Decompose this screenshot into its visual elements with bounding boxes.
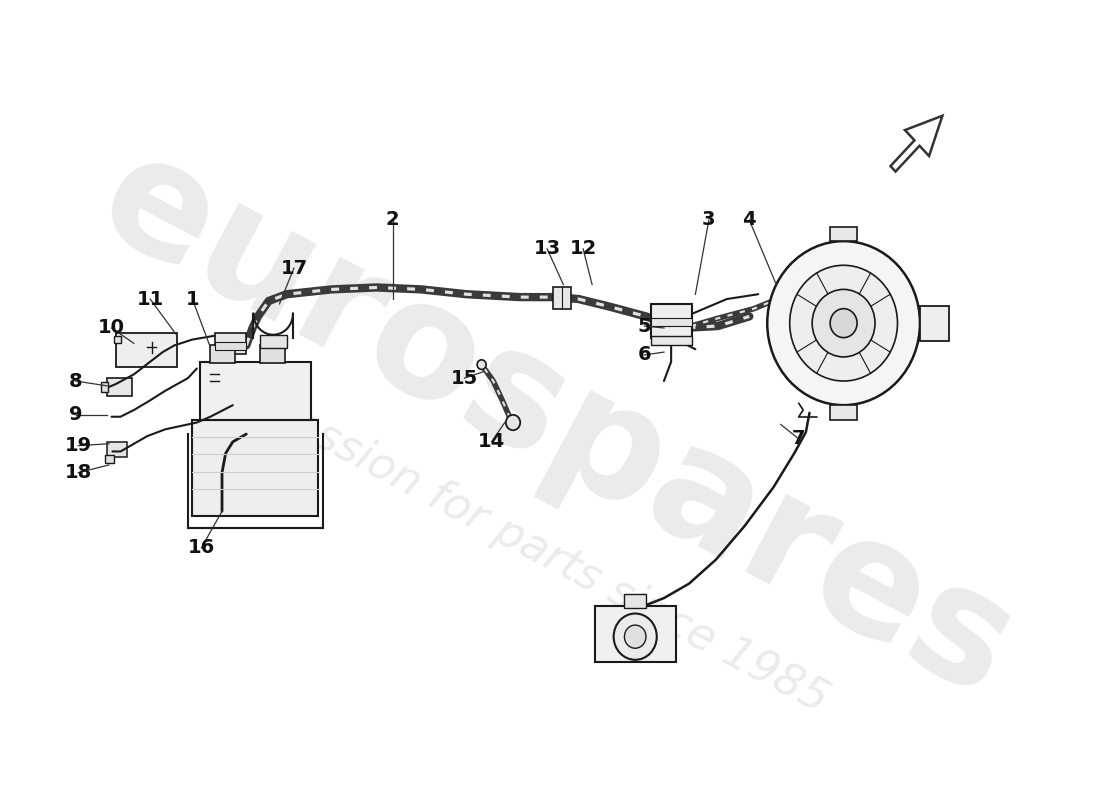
FancyBboxPatch shape xyxy=(107,378,132,395)
Text: 11: 11 xyxy=(136,290,164,309)
Circle shape xyxy=(625,625,646,648)
Circle shape xyxy=(477,360,486,370)
FancyBboxPatch shape xyxy=(920,306,948,341)
Circle shape xyxy=(767,241,920,405)
FancyBboxPatch shape xyxy=(107,442,126,458)
Text: 13: 13 xyxy=(534,239,561,258)
Circle shape xyxy=(790,266,898,381)
FancyBboxPatch shape xyxy=(830,226,857,241)
Text: 18: 18 xyxy=(65,463,92,482)
FancyBboxPatch shape xyxy=(106,455,114,463)
Text: 9: 9 xyxy=(69,406,82,424)
Text: 12: 12 xyxy=(570,239,596,258)
Circle shape xyxy=(830,309,857,338)
FancyBboxPatch shape xyxy=(651,336,692,346)
FancyBboxPatch shape xyxy=(214,333,246,354)
Text: eurospares: eurospares xyxy=(74,119,1038,730)
Text: 7: 7 xyxy=(792,430,805,449)
FancyBboxPatch shape xyxy=(651,318,692,326)
FancyBboxPatch shape xyxy=(101,382,108,392)
FancyBboxPatch shape xyxy=(199,362,311,420)
FancyBboxPatch shape xyxy=(192,420,318,516)
Text: 16: 16 xyxy=(188,538,214,558)
Text: 19: 19 xyxy=(65,436,92,455)
Text: 4: 4 xyxy=(742,210,756,230)
Text: 6: 6 xyxy=(637,346,651,365)
FancyBboxPatch shape xyxy=(625,594,646,608)
FancyBboxPatch shape xyxy=(214,342,246,350)
Circle shape xyxy=(506,414,520,430)
Text: 3: 3 xyxy=(702,210,716,230)
FancyBboxPatch shape xyxy=(210,346,235,362)
FancyArrow shape xyxy=(891,116,943,171)
Text: 14: 14 xyxy=(477,432,505,451)
Circle shape xyxy=(812,290,874,357)
FancyBboxPatch shape xyxy=(830,405,857,420)
Text: 10: 10 xyxy=(98,318,125,338)
Circle shape xyxy=(614,614,657,660)
Text: 15: 15 xyxy=(451,369,478,388)
FancyBboxPatch shape xyxy=(260,346,285,362)
FancyBboxPatch shape xyxy=(114,336,121,343)
FancyBboxPatch shape xyxy=(116,333,177,366)
FancyBboxPatch shape xyxy=(651,304,692,338)
FancyBboxPatch shape xyxy=(260,334,287,348)
Text: a passion for parts since 1985: a passion for parts since 1985 xyxy=(222,368,836,722)
FancyBboxPatch shape xyxy=(595,606,675,662)
Text: 8: 8 xyxy=(69,371,82,390)
Text: 17: 17 xyxy=(280,258,307,278)
FancyBboxPatch shape xyxy=(552,287,571,309)
Text: 2: 2 xyxy=(386,210,399,230)
Text: 1: 1 xyxy=(186,290,199,309)
Text: 5: 5 xyxy=(637,317,651,335)
